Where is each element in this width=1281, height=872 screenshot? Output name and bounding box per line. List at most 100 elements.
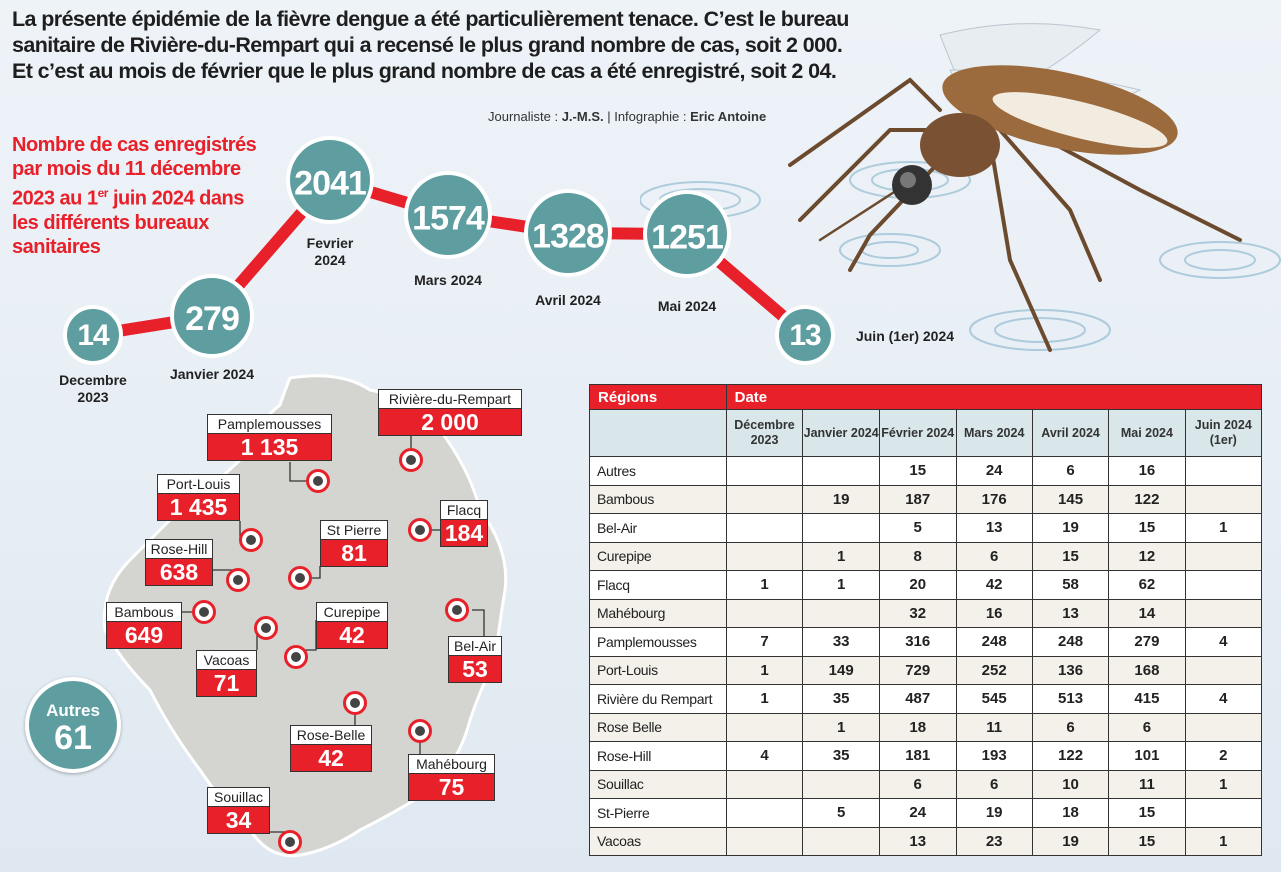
value-cell: 2 (1184, 741, 1263, 771)
region-cell: Rose Belle (589, 712, 727, 742)
timeline-value: 1328 (532, 218, 604, 256)
region-name: Port-Louis (157, 474, 240, 494)
value-cell: 15 (1031, 541, 1110, 571)
region-value: 649 (106, 622, 182, 649)
map-region-label: Rose-Hill 638 (145, 539, 213, 586)
value-cell (1184, 798, 1263, 828)
table-row: Flacq 1 1 20 42 58 62 (589, 570, 1263, 600)
region-value: 1 435 (157, 494, 240, 521)
mosquito-illustration (640, 23, 1281, 352)
region-name: Flacq (440, 500, 488, 520)
region-name: Bambous (106, 602, 182, 622)
value-cell (802, 826, 880, 856)
region-value: 71 (196, 670, 257, 697)
value-cell: 5 (878, 513, 957, 543)
column-header: Janvier 2024 (802, 409, 880, 457)
value-cell: 545 (955, 684, 1033, 714)
region-value: 184 (440, 520, 488, 547)
value-cell (725, 798, 804, 828)
map-location-marker (226, 568, 250, 592)
value-cell: 16 (955, 598, 1033, 628)
timeline-month-label: Mai 2024 (657, 298, 717, 314)
region-cell: Pamplemousses (589, 627, 727, 657)
map-region-label: Port-Louis 1 435 (157, 474, 240, 521)
column-header: Mars 2024 (955, 409, 1033, 457)
autres-label: Autres (46, 701, 100, 720)
region-name: Pamplemousses (207, 414, 332, 434)
table-row: Rivière du Rempart 1 35 487 545 513 415 4 (589, 684, 1263, 714)
value-cell: 35 (802, 684, 880, 714)
value-cell: 1 (802, 712, 880, 742)
value-cell: 32 (878, 598, 957, 628)
value-cell: 14 (1108, 598, 1186, 628)
value-cell: 149 (802, 655, 880, 685)
region-name: Bel-Air (448, 636, 502, 656)
value-cell: 10 (1031, 769, 1110, 799)
value-cell (1184, 484, 1263, 514)
value-cell (725, 826, 804, 856)
map-location-marker (408, 719, 432, 743)
value-cell: 4 (1184, 627, 1263, 657)
value-cell: 13 (1031, 598, 1110, 628)
region-value: 42 (316, 622, 388, 649)
value-cell: 176 (955, 484, 1033, 514)
timeline-point (404, 171, 492, 259)
value-cell (1184, 598, 1263, 628)
value-cell: 729 (878, 655, 957, 685)
region-cell: Rose-Hill (589, 741, 727, 771)
header-regions: Régions (589, 384, 727, 410)
value-cell (802, 769, 880, 799)
value-cell: 42 (955, 570, 1033, 600)
timeline-value: 2041 (294, 165, 366, 203)
column-header: Mai 2024 (1108, 409, 1186, 457)
value-cell (725, 484, 804, 514)
value-cell: 19 (1031, 513, 1110, 543)
value-cell: 62 (1108, 570, 1186, 600)
value-cell: 1 (725, 684, 804, 714)
region-cell: Bel-Air (589, 513, 727, 543)
value-cell: 168 (1108, 655, 1186, 685)
value-cell: 193 (955, 741, 1033, 771)
value-cell: 1 (1184, 769, 1263, 799)
value-cell: 248 (1031, 627, 1110, 657)
table-row: Curepipe 1 8 6 15 12 (589, 541, 1263, 571)
value-cell: 19 (955, 798, 1033, 828)
value-cell: 23 (955, 826, 1033, 856)
map-location-marker (343, 691, 367, 715)
region-name: St Pierre (320, 520, 388, 540)
value-cell: 136 (1031, 655, 1110, 685)
region-cell: Mahébourg (589, 598, 727, 628)
map-region-label: Curepipe 42 (316, 602, 388, 649)
value-cell (725, 513, 804, 543)
value-cell: 24 (878, 798, 957, 828)
value-cell: 11 (1108, 769, 1186, 799)
region-name: Souillac (207, 787, 270, 807)
region-name: Curepipe (316, 602, 388, 622)
autres-badge: Autres 61 (25, 677, 121, 773)
map-region-label: Flacq 184 (440, 500, 488, 547)
value-cell (725, 541, 804, 571)
region-cell: Flacq (589, 570, 727, 600)
map-location-marker (445, 598, 469, 622)
value-cell: 20 (878, 570, 957, 600)
value-cell (1184, 570, 1263, 600)
value-cell: 1 (802, 570, 880, 600)
timeline-value: 14 (77, 319, 110, 352)
value-cell: 58 (1031, 570, 1110, 600)
map-region-label: Souillac 34 (207, 787, 270, 834)
timeline-value: 279 (185, 300, 239, 338)
column-header: Avril 2024 (1031, 409, 1110, 457)
value-cell: 6 (1031, 456, 1110, 486)
value-cell (725, 598, 804, 628)
intro-text: La présente épidémie de la fièvre dengue… (12, 7, 849, 83)
value-cell: 6 (955, 769, 1033, 799)
column-header: Décembre 2023 (725, 409, 804, 457)
chart-subtitle: Nombre de cas enregistrés par mois du 11… (12, 133, 272, 259)
region-value: 2 000 (378, 409, 522, 436)
value-cell (1184, 456, 1263, 486)
map-region-label: St Pierre 81 (320, 520, 388, 567)
region-name: Mahébourg (408, 754, 495, 774)
map-region-label: Rivière-du-Rempart 2 000 (378, 389, 522, 436)
region-cell: Autres (589, 456, 727, 486)
map-location-marker (408, 518, 432, 542)
